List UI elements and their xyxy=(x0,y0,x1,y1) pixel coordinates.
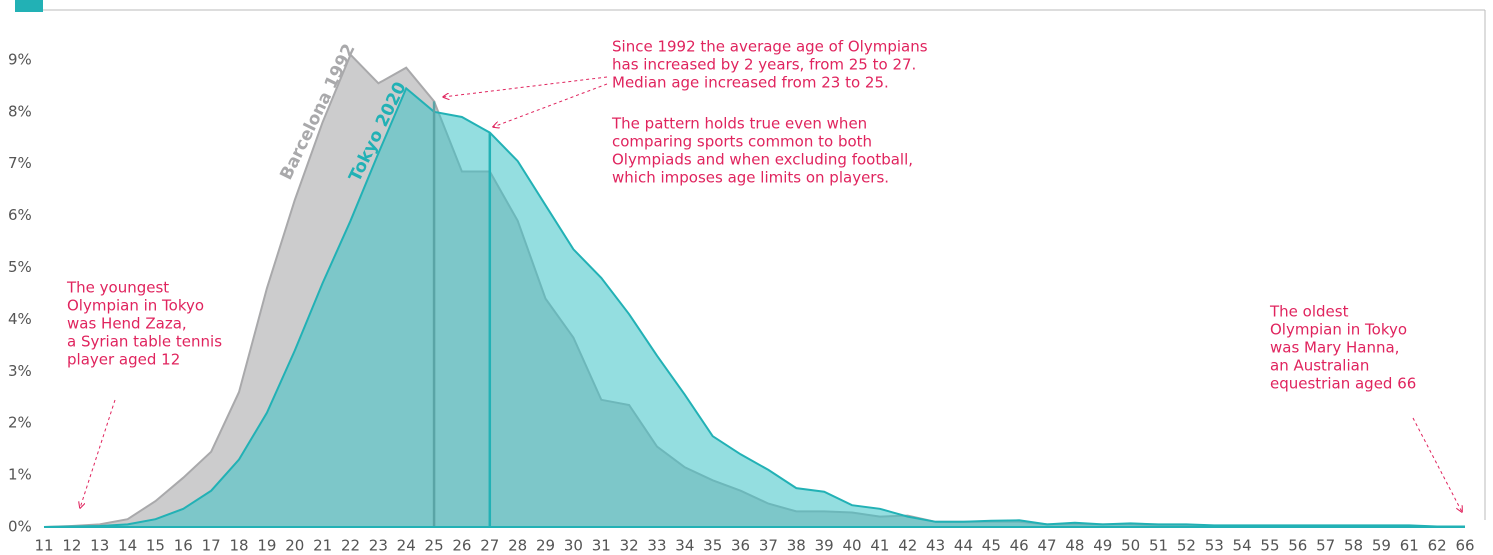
y-tick-label: 4% xyxy=(8,310,32,328)
x-tick-label: 30 xyxy=(564,537,583,555)
y-tick-label: 8% xyxy=(8,102,32,120)
x-tick-label: 46 xyxy=(1010,537,1029,555)
x-tick-label: 19 xyxy=(257,537,276,555)
x-tick-label: 40 xyxy=(842,537,861,555)
x-tick-label: 27 xyxy=(480,537,499,555)
annotation: Since 1992 the average age of Olympians xyxy=(612,38,928,56)
x-tick-label: 14 xyxy=(118,537,137,555)
x-tick-label: 36 xyxy=(731,537,750,555)
x-tick-label: 54 xyxy=(1233,537,1252,555)
x-tick-label: 62 xyxy=(1428,537,1447,555)
x-tick-label: 33 xyxy=(647,537,666,555)
x-tick-label: 45 xyxy=(982,537,1001,555)
x-tick-label: 31 xyxy=(592,537,611,555)
x-tick-label: 39 xyxy=(815,537,834,555)
x-tick-label: 21 xyxy=(313,537,332,555)
x-tick-label: 12 xyxy=(62,537,81,555)
x-tick-label: 61 xyxy=(1400,537,1419,555)
x-tick-label: 16 xyxy=(174,537,193,555)
x-tick-label: 42 xyxy=(898,537,917,555)
x-tick-label: 15 xyxy=(146,537,165,555)
x-tick-label: 28 xyxy=(508,537,527,555)
x-tick-label: 37 xyxy=(759,537,778,555)
x-tick-label: 26 xyxy=(452,537,471,555)
x-tick-label: 57 xyxy=(1316,537,1335,555)
x-tick-label: 22 xyxy=(341,537,360,555)
arrow xyxy=(443,76,608,97)
x-tick-label: 23 xyxy=(369,537,388,555)
arrow xyxy=(80,399,116,508)
x-tick-label: 35 xyxy=(703,537,722,555)
x-tick-label: 53 xyxy=(1205,537,1224,555)
x-tick-label: 17 xyxy=(202,537,221,555)
x-tick-label: 51 xyxy=(1149,537,1168,555)
x-tick-label: 29 xyxy=(536,537,555,555)
x-tick-label: 38 xyxy=(787,537,806,555)
y-tick-label: 3% xyxy=(8,362,32,380)
annotation: Olympiads and when excluding football, xyxy=(612,151,913,169)
x-tick-label: 32 xyxy=(620,537,639,555)
y-tick-label: 0% xyxy=(8,518,32,536)
annotation: Olympian in Tokyo xyxy=(1270,321,1407,339)
annotation: player aged 12 xyxy=(67,351,180,369)
annotation: comparing sports common to both xyxy=(612,133,872,151)
y-tick-label: 2% xyxy=(8,414,32,432)
x-tick-label: 25 xyxy=(425,537,444,555)
y-tick-label: 5% xyxy=(8,258,32,276)
line xyxy=(43,86,1465,528)
x-tick-label: 47 xyxy=(1038,537,1057,555)
x-tick-label: 44 xyxy=(954,537,973,555)
x-tick-label: 34 xyxy=(675,537,694,555)
annotation: was Hend Zaza, xyxy=(67,315,187,333)
x-tick-label: 43 xyxy=(926,537,945,555)
y-tick-label: 7% xyxy=(8,154,32,172)
arrow xyxy=(493,83,608,127)
annotation: Olympian in Tokyo xyxy=(67,297,204,315)
arrows xyxy=(80,76,1462,512)
annotation: has increased by 2 years, from 25 to 27. xyxy=(612,56,916,74)
annotation: Median age increased from 23 to 25. xyxy=(612,74,889,92)
annotation: The youngest xyxy=(66,279,169,297)
x-tick-label: 41 xyxy=(870,537,889,555)
y-tick-label: 6% xyxy=(8,206,32,224)
x-tick-label: 52 xyxy=(1177,537,1196,555)
x-tick-label: 48 xyxy=(1065,537,1084,555)
x-tick-label: 59 xyxy=(1372,537,1391,555)
x-tick-label: 18 xyxy=(229,537,248,555)
annotation: equestrian aged 66 xyxy=(1270,375,1416,393)
annotation: an Australian xyxy=(1270,357,1369,375)
x-tick-label: 66 xyxy=(1455,537,1474,555)
x-tick-label: 11 xyxy=(34,537,53,555)
plot: 0% 1% 2% 3% 4% 5% 6% 7% 8% 9% 11 12 13 14 15 16 17 18 19 20… xyxy=(8,38,1475,555)
header-badge xyxy=(15,0,43,12)
area xyxy=(44,88,1465,528)
annotation: was Mary Hanna, xyxy=(1270,339,1399,357)
y-tick-label: 1% xyxy=(8,466,32,484)
x-tick-label: 49 xyxy=(1093,537,1112,555)
x-tick-label: 55 xyxy=(1260,537,1279,555)
x-tick-label: 56 xyxy=(1288,537,1307,555)
x-tick-label: 24 xyxy=(397,537,416,555)
annotation: a Syrian table tennis xyxy=(67,333,222,351)
x-tick-label: 50 xyxy=(1121,537,1140,555)
annotation: The pattern holds true even when xyxy=(611,115,867,133)
arrow xyxy=(1412,417,1462,512)
x-tick-label: 58 xyxy=(1344,537,1363,555)
x-tick-label: 20 xyxy=(285,537,304,555)
annotation: The oldest xyxy=(1269,303,1349,321)
y-tick-label: 9% xyxy=(8,50,32,68)
x-tick-label: 13 xyxy=(90,537,109,555)
annotation: which imposes age limits on players. xyxy=(612,169,889,187)
